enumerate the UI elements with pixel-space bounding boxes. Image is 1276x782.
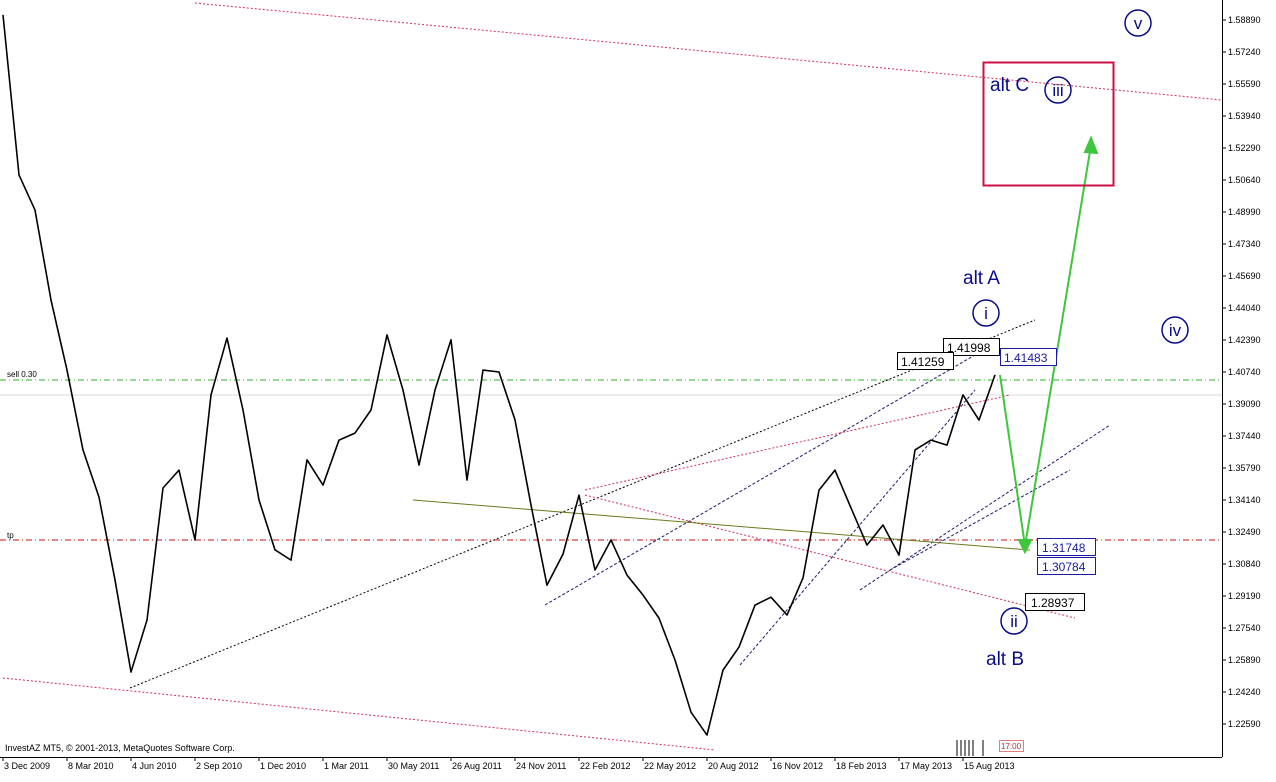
y-tick-label: 1.30840	[1228, 559, 1261, 569]
x-tick-label: 22 Feb 2012	[580, 761, 631, 771]
trend-line	[129, 319, 1036, 689]
y-tick-label: 1.40740	[1228, 367, 1261, 377]
wave-circle	[1124, 9, 1152, 37]
x-tick-label: 26 Aug 2011	[452, 761, 502, 771]
y-tick-label: 1.24240	[1228, 687, 1261, 697]
price-box	[897, 352, 954, 370]
x-tick-label: 3 Dec 2009	[4, 761, 50, 771]
price-box	[1000, 348, 1057, 366]
price-label: 1.41998	[947, 341, 991, 355]
price-box	[1025, 593, 1085, 611]
x-tick-label: 20 Aug 2012	[708, 761, 759, 771]
wave-number: iv	[1169, 321, 1182, 340]
y-tick-label: 1.50640	[1228, 175, 1261, 185]
target-box	[982, 61, 1115, 187]
y-tick-label: 1.29190	[1228, 591, 1261, 601]
arrowhead	[1083, 135, 1099, 155]
trend-line	[889, 469, 1071, 571]
y-tick-label: 1.53940	[1228, 111, 1261, 121]
trend-line	[544, 354, 976, 606]
y-tick-label: 1.55590	[1228, 79, 1261, 89]
y-tick-label: 1.57240	[1228, 47, 1261, 57]
time-box	[999, 740, 1024, 752]
wave-circle	[1000, 607, 1028, 635]
wave-number: i	[984, 304, 988, 323]
projection	[999, 135, 1099, 555]
y-tick-label: 1.37440	[1228, 431, 1261, 441]
price-label: 1.28937	[1031, 596, 1075, 610]
session-marks	[956, 740, 984, 756]
y-tick-label: 1.22590	[1228, 719, 1261, 729]
x-tick-label: 4 Jun 2010	[132, 761, 177, 771]
x-tick-label: 1 Dec 2010	[260, 761, 306, 771]
wave-number: ii	[1010, 612, 1018, 631]
y-tick-label: 1.47340	[1228, 239, 1261, 249]
wave-circle	[1161, 316, 1189, 344]
x-tick-label: 22 May 2012	[644, 761, 696, 771]
price-label: 1.41259	[901, 355, 945, 369]
x-tick-label: 17 May 2013	[900, 761, 952, 771]
trend-lines	[2, 2, 1223, 751]
trend-line	[739, 389, 976, 666]
y-tick-label: 1.45690	[1228, 271, 1261, 281]
y-tick-label: 1.32490	[1228, 527, 1261, 537]
sell-label: sell 0.30	[7, 370, 37, 379]
price-box	[943, 338, 1000, 356]
trend-line	[584, 494, 1076, 619]
y-tick-label: 1.35790	[1228, 463, 1261, 473]
wave-label: alt B	[986, 649, 1024, 670]
wave-circle	[972, 299, 1000, 327]
y-tick-label: 1.39090	[1228, 399, 1261, 409]
y-tick-label: 1.25890	[1228, 655, 1261, 665]
trend-line	[412, 499, 1031, 551]
x-tick-label: 24 Nov 2011	[516, 761, 566, 771]
y-tick-label: 1.34140	[1228, 495, 1261, 505]
y-tick-label: 1.58890	[1228, 15, 1261, 25]
price-box	[1037, 538, 1096, 556]
y-tick-label: 1.42390	[1228, 335, 1261, 345]
wave-circle	[1044, 76, 1072, 104]
wave-label: alt A	[963, 268, 1000, 289]
wave-number: iii	[1052, 81, 1063, 100]
price-boxes: 1.41998 1.41259 1.41483 1.31748 1.30784 …	[897, 338, 1096, 611]
x-tick-label: 30 May 2011	[388, 761, 439, 771]
price-label: 1.30784	[1042, 560, 1086, 574]
channel-line	[2, 677, 716, 751]
x-tick-label: 8 Mar 2010	[68, 761, 114, 771]
wave-circles	[972, 9, 1189, 635]
y-tick-label: 1.48990	[1228, 207, 1261, 217]
series-layer	[2, 14, 996, 736]
x-tick-label: 18 Feb 2013	[836, 761, 887, 771]
wave-numbers: i ii iii iv v	[984, 14, 1182, 631]
price-label: 1.41483	[1004, 351, 1048, 365]
wave-number: v	[1134, 14, 1143, 33]
x-tick-label: 16 Nov 2012	[772, 761, 823, 771]
trend-line	[584, 394, 1011, 491]
price-label: 1.31748	[1042, 541, 1086, 555]
copyright: InvestAZ MT5, © 2001-2013, MetaQuotes So…	[5, 743, 235, 753]
time-label: 17:00	[1001, 742, 1022, 751]
y-tick-label: 1.44040	[1228, 303, 1261, 313]
arrowhead	[1017, 539, 1033, 555]
y-tick-label: 1.27540	[1228, 623, 1261, 633]
tp-label: tp	[7, 531, 14, 540]
x-tick-label: 1 Mar 2011	[324, 761, 369, 771]
price-box	[1037, 557, 1096, 575]
x-tick-label: 2 Sep 2010	[196, 761, 242, 771]
wave-label: alt C	[990, 75, 1029, 96]
y-tick-label: 1.52290	[1228, 143, 1261, 153]
x-tick-label: 15 Aug 2013	[964, 761, 1015, 771]
price-line	[2, 14, 996, 736]
